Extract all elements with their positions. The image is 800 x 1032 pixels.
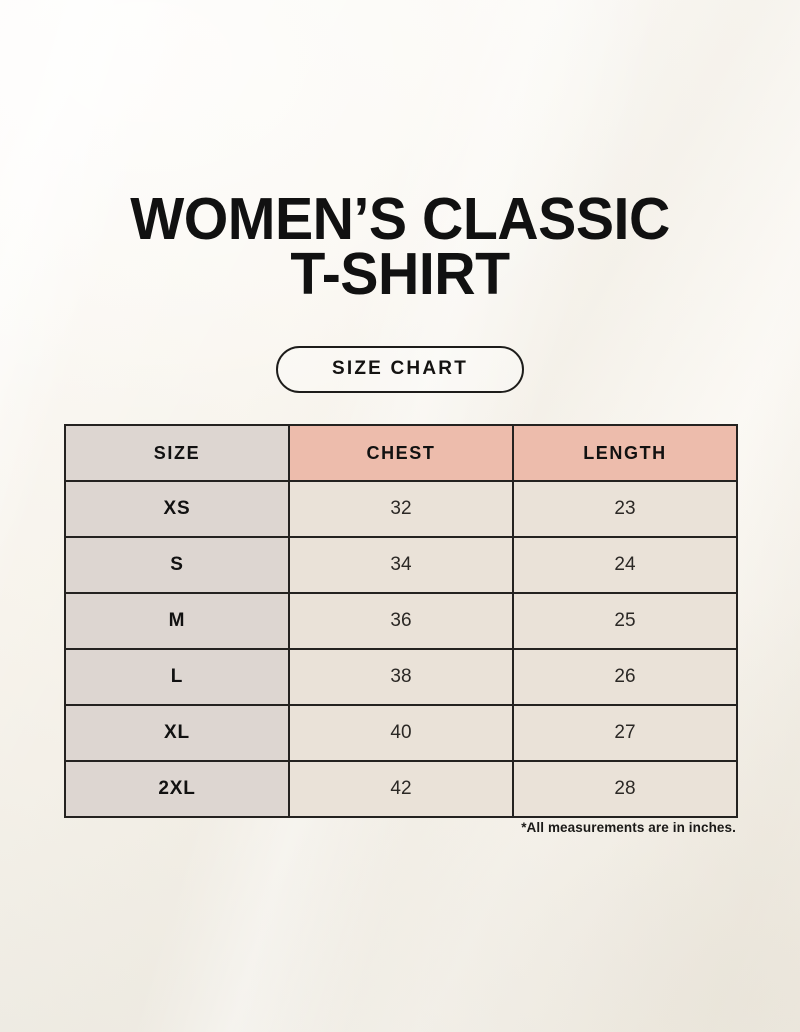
- table-row: M 36 25: [64, 592, 738, 650]
- page-title-line-1: WOMEN’S CLASSIC: [130, 186, 670, 252]
- table-row: 2XL 42 28: [64, 760, 738, 818]
- table-row: L 38 26: [64, 648, 738, 706]
- table-row: XS 32 23: [64, 480, 738, 538]
- cell-chest: 40: [288, 704, 514, 762]
- cell-chest: 34: [288, 536, 514, 594]
- table-header-row: SIZE CHEST LENGTH: [64, 424, 738, 482]
- column-header-chest: CHEST: [288, 424, 514, 482]
- cell-size: S: [64, 536, 290, 594]
- table-row: S 34 24: [64, 536, 738, 594]
- size-table: SIZE CHEST LENGTH XS 32 23 S 34 24 M 36 25 L 38 26 X…: [64, 424, 738, 818]
- page-title: WOMEN’S CLASSIC T-SHIRT: [0, 186, 800, 307]
- cell-chest: 32: [288, 480, 514, 538]
- cell-size: XS: [64, 480, 290, 538]
- cell-size: XL: [64, 704, 290, 762]
- size-table-wrap: SIZE CHEST LENGTH XS 32 23 S 34 24 M 36 25 L 38 26 X…: [64, 424, 738, 818]
- cell-chest: 38: [288, 648, 514, 706]
- column-header-length: LENGTH: [512, 424, 738, 482]
- cell-size: L: [64, 648, 290, 706]
- cell-length: 23: [512, 480, 738, 538]
- cell-length: 25: [512, 592, 738, 650]
- cell-length: 28: [512, 760, 738, 818]
- page-title-line-2: T-SHIRT: [290, 241, 510, 307]
- cell-length: 26: [512, 648, 738, 706]
- size-chart-badge-wrap: SIZE CHART: [0, 346, 800, 393]
- cell-length: 27: [512, 704, 738, 762]
- table-row: XL 40 27: [64, 704, 738, 762]
- column-header-size: SIZE: [64, 424, 290, 482]
- cell-length: 24: [512, 536, 738, 594]
- cell-chest: 42: [288, 760, 514, 818]
- cell-chest: 36: [288, 592, 514, 650]
- cell-size: 2XL: [64, 760, 290, 818]
- cell-size: M: [64, 592, 290, 650]
- size-chart-badge: SIZE CHART: [276, 346, 524, 393]
- measurement-note: *All measurements are in inches.: [521, 820, 736, 835]
